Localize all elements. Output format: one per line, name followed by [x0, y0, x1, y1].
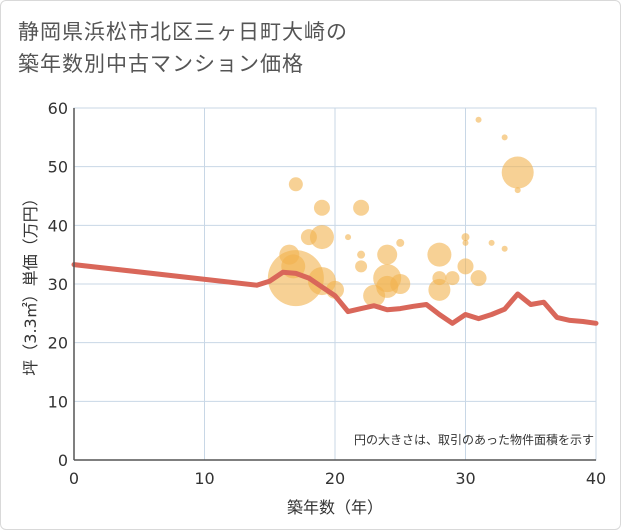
- bubble: [488, 239, 495, 246]
- size-note: 円の大きさは、取引のあった物件面積を示す: [354, 432, 594, 447]
- bubble: [457, 258, 474, 275]
- title-line-2: 築年数別中古マンション価格: [18, 52, 304, 76]
- bubble: [462, 239, 469, 246]
- bubble: [396, 238, 405, 247]
- bubble: [267, 250, 324, 307]
- x-tick-label: 0: [69, 469, 79, 488]
- bubble: [475, 116, 482, 123]
- bubble: [390, 274, 411, 294]
- bubble: [309, 225, 334, 250]
- y-tick-label: 20: [48, 334, 68, 353]
- axes: 0 10 20 30 40 0 10 20 30 40 50 60: [48, 99, 607, 488]
- bubble: [514, 187, 521, 194]
- trend-line: [71, 262, 599, 326]
- chart-title: 静岡県浜松市北区三ヶ日町大崎の 築年数別中古マンション価格: [18, 16, 348, 80]
- y-tick-label: 10: [48, 392, 68, 411]
- y-tick-label: 0: [58, 451, 68, 470]
- title-line-1: 静岡県浜松市北区三ヶ日町大崎の: [18, 20, 348, 44]
- y-axis-label: 坪（3.3㎡）単価（万円）: [21, 190, 40, 375]
- trend-line-group: [71, 262, 599, 326]
- bubble: [288, 177, 303, 192]
- bubble: [345, 234, 352, 241]
- y-tick-label: 60: [48, 99, 68, 118]
- y-tick-label: 50: [48, 158, 68, 177]
- x-tick-label: 10: [194, 469, 214, 488]
- x-tick-label: 20: [325, 469, 345, 488]
- bubble: [357, 250, 366, 259]
- x-tick-label: 30: [455, 469, 475, 488]
- bubble: [501, 156, 534, 189]
- bubble: [353, 199, 370, 216]
- bubble: [377, 244, 398, 265]
- bubble: [501, 134, 508, 141]
- bubble: [470, 270, 487, 287]
- y-tick-label: 40: [48, 216, 68, 235]
- bubble: [428, 278, 451, 301]
- bubble: [461, 233, 470, 242]
- x-axis-label: 築年数（年）: [287, 498, 383, 517]
- x-tick-label: 40: [586, 469, 606, 488]
- bubble: [445, 271, 460, 286]
- bubble: [427, 242, 452, 267]
- y-tick-label: 30: [48, 275, 68, 294]
- bubble: [313, 199, 330, 216]
- bubble: [355, 260, 368, 273]
- bubble: [501, 245, 508, 252]
